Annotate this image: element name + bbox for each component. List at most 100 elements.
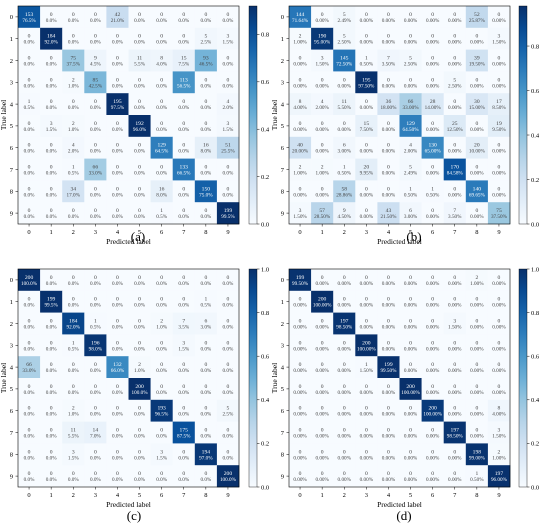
heatmap-cell <box>216 71 240 94</box>
cell-count-label: 0 <box>431 449 434 455</box>
cell-percent-label: 2.5% <box>223 412 234 418</box>
cell-count-label: 0 <box>498 56 501 62</box>
cell-count-label: 0 <box>227 12 230 18</box>
heatmap-cell <box>443 443 467 466</box>
heatmap-cell <box>333 399 356 422</box>
cell-count-label: 0 <box>475 362 478 368</box>
heatmap-cell <box>84 158 107 181</box>
cell-percent-label: 4.5% <box>90 62 101 68</box>
heatmap-cell <box>333 334 356 357</box>
cell-count-label: 0 <box>431 362 434 368</box>
cell-percent-label: 99.50% <box>292 281 309 287</box>
cell-count-label: 0 <box>160 297 163 303</box>
heatmap-cell <box>289 334 312 357</box>
cell-count-label: 0 <box>453 449 456 455</box>
cell-count-label: 193 <box>157 406 166 412</box>
heatmap-cell <box>84 49 107 72</box>
heatmap-cell <box>421 312 444 335</box>
cell-count-label: 0 <box>498 275 501 281</box>
cell-percent-label: 0.00% <box>404 455 418 461</box>
cell-percent-label: 0.00% <box>404 18 418 24</box>
colorbar-tick-label: 0.2 <box>531 177 539 184</box>
heatmap-cell <box>150 158 173 181</box>
y-tick-label: 5 <box>281 386 284 393</box>
cell-count-label: 0 <box>321 319 324 325</box>
cell-count-label: 2 <box>138 362 141 368</box>
cell-percent-label: 0.0% <box>46 281 57 287</box>
x-tick-label: 5 <box>409 492 412 499</box>
heatmap-cell <box>216 180 240 203</box>
cell-count-label: 75 <box>70 56 76 62</box>
heatmap-cell <box>311 378 334 401</box>
cell-count-label: 0 <box>387 406 390 412</box>
heatmap-cell <box>194 269 218 292</box>
y-axis-label: True label <box>0 363 8 393</box>
heatmap-cell <box>377 312 400 335</box>
heatmap-cell <box>487 443 511 466</box>
cell-count-label: 0 <box>365 208 368 214</box>
heatmap-cell <box>194 465 218 488</box>
cell-count-label: 6 <box>409 208 412 214</box>
cell-percent-label: 0.00% <box>470 412 484 418</box>
cell-count-label: 5 <box>343 12 346 18</box>
heatmap-cell <box>333 136 356 159</box>
heatmap-cell <box>399 269 422 292</box>
x-axis-label: Predicted label <box>106 500 151 509</box>
cell-count-label: 0 <box>160 77 163 83</box>
heatmap-cell <box>172 49 196 72</box>
cell-count-label: 0 <box>387 449 390 455</box>
cell-percent-label: 1.5% <box>223 127 234 133</box>
cell-count-label: 192 <box>135 121 144 127</box>
heatmap-cell <box>311 443 334 466</box>
cell-count-label: 0 <box>498 362 501 368</box>
cell-count-label: 0 <box>409 297 412 303</box>
x-tick-label: 5 <box>138 492 141 499</box>
cell-count-label: 0 <box>116 186 119 192</box>
heatmap-cell <box>465 378 489 401</box>
cell-count-label: 0 <box>227 165 230 171</box>
cell-percent-label: 1.5% <box>178 346 189 352</box>
heatmap-cell <box>150 180 173 203</box>
heatmap-cell <box>150 312 173 335</box>
cell-count-label: 0 <box>50 12 53 18</box>
cell-percent-label: 37.5% <box>67 62 81 68</box>
cell-percent-label: 0.0% <box>24 303 35 309</box>
cell-count-label: 199 <box>47 297 56 303</box>
heatmap-cell <box>333 269 356 292</box>
cell-count-label: 0 <box>160 428 163 434</box>
y-tick-label: 3 <box>10 343 13 350</box>
cell-percent-label: 65.00% <box>425 149 442 155</box>
cell-percent-label: 0.0% <box>68 18 79 24</box>
cell-percent-label: 0.00% <box>382 477 396 483</box>
cell-percent-label: 0.00% <box>360 214 374 220</box>
cell-percent-label: 0.00% <box>492 149 506 155</box>
cell-percent-label: 3.50% <box>448 214 462 220</box>
cell-percent-label: 0.00% <box>293 412 307 418</box>
cell-percent-label: 0.0% <box>112 325 123 331</box>
y-tick-label: 4 <box>281 364 285 371</box>
cell-percent-label: 0.0% <box>178 303 189 309</box>
y-tick-label: 0 <box>10 14 13 21</box>
colorbar-tick-label: 0.4 <box>261 397 270 404</box>
colorbar-tick-label: 0.0 <box>531 221 539 228</box>
heatmap-cell <box>18 71 41 94</box>
cell-count-label: 200 <box>135 384 144 390</box>
cell-percent-label: 0.0% <box>223 171 234 177</box>
cell-percent-label: 0.0% <box>134 477 145 483</box>
cell-count-label: 0 <box>321 362 324 368</box>
heatmap-cell <box>194 93 218 116</box>
cell-count-label: 0 <box>431 165 434 171</box>
cell-percent-label: 0.0% <box>134 40 145 46</box>
cell-percent-label: 3.00% <box>338 149 352 155</box>
x-tick-label: 9 <box>497 229 500 236</box>
x-tick-label: 7 <box>182 492 186 499</box>
cell-count-label: 0 <box>453 362 456 368</box>
heatmap-cell <box>465 399 489 422</box>
cell-count-label: 0 <box>28 319 31 325</box>
cell-count-label: 0 <box>50 449 53 455</box>
cell-count-label: 0 <box>498 319 501 325</box>
cell-percent-label: 0.00% <box>470 346 484 352</box>
cell-percent-label: 0.0% <box>156 105 167 111</box>
cell-percent-label: 0.0% <box>178 477 189 483</box>
